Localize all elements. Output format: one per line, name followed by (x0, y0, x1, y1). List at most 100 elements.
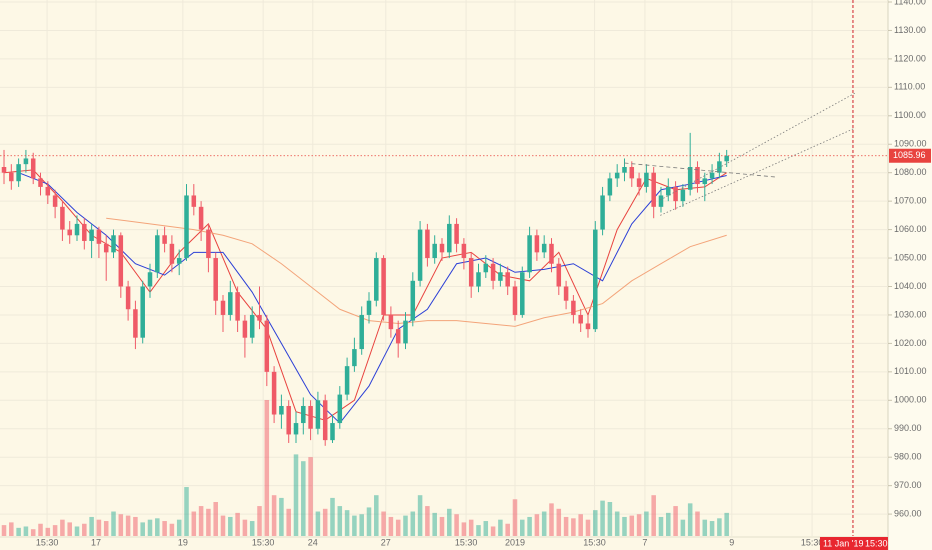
y-tick-label: 1140.00 (894, 0, 926, 6)
candle-body (293, 423, 299, 435)
volume-bar (520, 519, 525, 536)
candle-body (527, 235, 532, 273)
candle-layer (1, 132, 729, 446)
candle-body (680, 189, 686, 202)
candle-body (16, 164, 21, 182)
volume-bar (658, 516, 664, 536)
candle-body (476, 272, 481, 287)
volume-bar (651, 495, 656, 536)
volume-bar (622, 516, 627, 536)
candle-body (578, 314, 583, 324)
volume-bar (1, 525, 7, 536)
volume-bar (614, 511, 620, 536)
volume-bar (67, 522, 72, 536)
x-tick-label: 15:30 (801, 537, 824, 547)
volume-bar (673, 506, 678, 536)
x-tick-label: 15:30 (252, 537, 275, 547)
volume-bar (476, 525, 481, 536)
volume-bar (330, 497, 335, 536)
x-tick-label: 17 (91, 537, 101, 547)
volume-bar (286, 508, 291, 536)
candle-body (213, 258, 218, 301)
candle-body (359, 314, 364, 350)
volume-bar (644, 511, 649, 536)
candle-body (520, 272, 525, 315)
volume-bar (359, 514, 364, 536)
y-tick-label: 1130.00 (894, 25, 926, 35)
volume-bar (534, 514, 540, 536)
cursor-time-box (819, 537, 888, 550)
y-tick-label: 970.00 (894, 480, 922, 490)
indicator-layer (3, 169, 727, 424)
volume-bar (468, 519, 474, 536)
price-axis-panel (888, 0, 932, 550)
volume-bar (344, 510, 350, 536)
volume-bar (9, 522, 14, 536)
candle-body (439, 243, 445, 253)
candle-body (155, 235, 160, 273)
candle-body (30, 158, 36, 179)
candle-body (673, 186, 678, 202)
candle-body (534, 235, 540, 253)
volume-bar (38, 523, 43, 536)
x-tick-label: 2019 (505, 537, 525, 547)
candle-body (622, 167, 627, 173)
y-tick-label: 1070.00 (894, 196, 927, 206)
candle-body (308, 405, 313, 429)
volume-layer (1, 400, 729, 536)
candle-body (23, 158, 29, 165)
volume-bar (235, 512, 240, 536)
candle-body (724, 155, 729, 162)
candle-body (322, 400, 328, 441)
volume-bar (417, 495, 423, 536)
candle-body (512, 286, 518, 315)
candle-body (395, 329, 401, 344)
candle-body (249, 314, 255, 338)
candle-body (593, 229, 598, 330)
volume-bar (220, 515, 226, 536)
volume-bar (498, 519, 503, 536)
candle-body (96, 229, 102, 244)
candle-body (315, 400, 321, 429)
candle-body (45, 186, 51, 196)
candle-body (468, 258, 474, 287)
candle-body (709, 172, 715, 179)
x-tick-label: 15:30 (583, 537, 606, 547)
candle-body (505, 272, 510, 287)
candle-body (702, 178, 708, 185)
y-tick-label: 1120.00 (894, 53, 926, 63)
candle-body (717, 161, 722, 173)
candle-body (337, 394, 343, 424)
volume-bar (541, 511, 547, 536)
candle-body (490, 263, 496, 281)
volume-bar (162, 521, 167, 536)
cursor-date: 11 Jan '19 (823, 538, 864, 548)
x-tick-label: 19 (178, 537, 188, 547)
candle-body (169, 243, 175, 264)
volume-bar (395, 519, 401, 536)
volume-bar (447, 508, 452, 536)
volume-bar (23, 526, 29, 536)
candle-body (374, 258, 379, 301)
volume-bar (176, 519, 182, 536)
volume-bar (512, 499, 518, 536)
candle-body (454, 223, 459, 244)
candle-body (563, 286, 569, 301)
volume-bar (352, 515, 357, 536)
volume-bar (213, 502, 218, 536)
last-price-label: 1085.96 (893, 150, 926, 160)
volume-bar (16, 527, 21, 536)
candle-body (271, 371, 277, 415)
volume-bar (191, 511, 197, 536)
candle-body (556, 263, 562, 287)
y-tick-label: 1110.00 (894, 82, 925, 92)
volume-bar (264, 400, 270, 536)
volume-bar (607, 502, 613, 536)
candle-body (176, 258, 182, 264)
candle-body (220, 300, 226, 315)
volume-bar (257, 506, 262, 536)
volume-bar (103, 521, 109, 536)
x-tick-label: 9 (729, 537, 734, 547)
candle-body (644, 172, 649, 187)
volume-bar (89, 516, 94, 536)
